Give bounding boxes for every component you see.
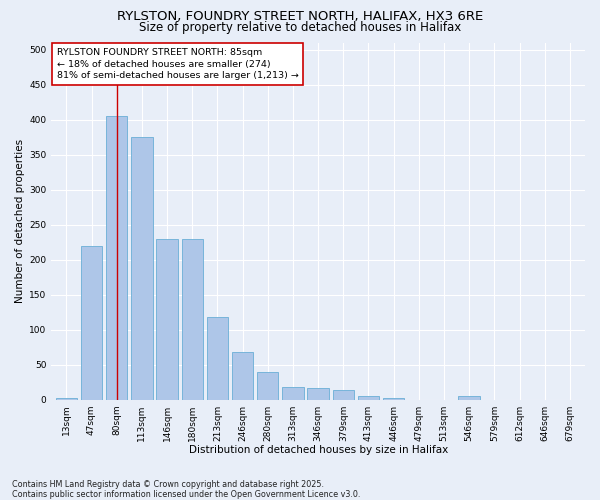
Bar [106,116,127,400]
Bar [131,137,152,400]
Bar [383,398,404,400]
Bar [56,398,77,400]
Bar [282,387,304,400]
Text: RYLSTON FOUNDRY STREET NORTH: 85sqm
← 18% of detached houses are smaller (274)
8: RYLSTON FOUNDRY STREET NORTH: 85sqm ← 18… [56,48,298,80]
Text: Contains HM Land Registry data © Crown copyright and database right 2025.
Contai: Contains HM Land Registry data © Crown c… [12,480,361,499]
Bar [257,372,278,400]
Bar [207,317,228,400]
Bar [157,238,178,400]
Bar [458,396,480,400]
Y-axis label: Number of detached properties: Number of detached properties [15,139,25,303]
Bar [332,390,354,400]
X-axis label: Distribution of detached houses by size in Halifax: Distribution of detached houses by size … [188,445,448,455]
Text: Size of property relative to detached houses in Halifax: Size of property relative to detached ho… [139,21,461,34]
Bar [182,238,203,400]
Bar [81,246,102,400]
Bar [232,352,253,400]
Text: RYLSTON, FOUNDRY STREET NORTH, HALIFAX, HX3 6RE: RYLSTON, FOUNDRY STREET NORTH, HALIFAX, … [117,10,483,23]
Bar [307,388,329,400]
Bar [358,396,379,400]
